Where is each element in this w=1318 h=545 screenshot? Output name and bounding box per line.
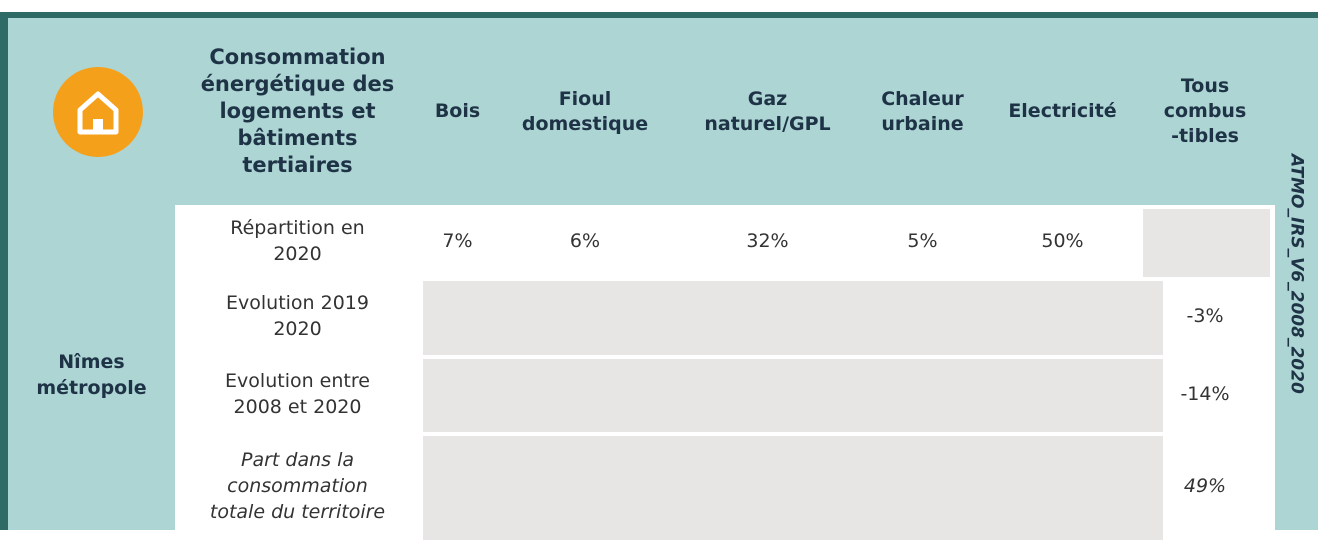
- column-header: Bois: [434, 100, 481, 122]
- column-header: Gaz naturel/GPL: [704, 87, 831, 135]
- value-cell: 32%: [746, 230, 789, 252]
- group-label: Nîmes métropole: [36, 351, 147, 399]
- row-label: Evolution entre 2008 et 2020: [225, 369, 370, 418]
- group-cell: [8, 205, 175, 530]
- empty-cell: [423, 359, 1163, 432]
- value-cell: 7%: [442, 230, 473, 252]
- empty-cell: [1143, 209, 1270, 277]
- side-label: ATMO_IRS_V6_2008_2020: [1286, 154, 1307, 394]
- empty-cell: [423, 281, 1163, 355]
- total-cell: -14%: [1180, 382, 1230, 405]
- top-border: [0, 12, 1318, 18]
- house-icon: [53, 67, 143, 157]
- column-header: Chaleur urbaine: [881, 87, 964, 135]
- row-label: Part dans la consommation totale du terr…: [209, 449, 386, 523]
- row-label: Evolution 2019 2020: [226, 292, 369, 340]
- value-cell: 5%: [907, 230, 938, 252]
- page: ATMO_IRS_V6_2008_2020 Consommation énerg…: [0, 12, 1318, 540]
- column-header: Tous combus -tibles: [1163, 75, 1247, 147]
- empty-cell: [423, 436, 1163, 540]
- header-title: Consommation énergétique des logements e…: [175, 18, 420, 205]
- value-cell: 50%: [1041, 230, 1084, 252]
- column-header: Electricité: [1008, 100, 1117, 122]
- total-cell: 49%: [1183, 475, 1227, 497]
- side-strip: [1275, 18, 1318, 530]
- total-cell: -3%: [1186, 305, 1224, 327]
- row-label: Répartition en 2020: [230, 217, 365, 265]
- left-border: [0, 12, 8, 530]
- column-header: Fioul domestique: [521, 87, 649, 135]
- value-cell: 6%: [569, 230, 601, 252]
